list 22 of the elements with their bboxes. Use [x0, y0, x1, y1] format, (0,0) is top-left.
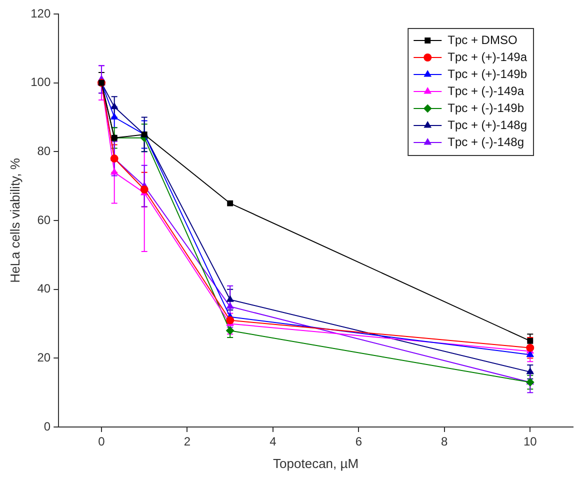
y-tick-label: 100 — [30, 75, 51, 90]
legend-label: Tpc + (-)-149a — [448, 84, 524, 98]
y-axis-title: HeLa cells viability, % — [7, 158, 22, 283]
legend-label: Tpc + DMSO — [448, 32, 518, 47]
y-tick-label: 20 — [37, 350, 51, 364]
y-tick-label: 60 — [37, 212, 51, 227]
legend-label: Tpc + (-)-149b — [448, 100, 524, 115]
legend-label: Tpc + (+)-149b — [448, 66, 528, 81]
y-tick-label: 80 — [37, 144, 51, 158]
x-tick-label: 8 — [441, 434, 448, 449]
y-tick-label: 0 — [44, 419, 51, 434]
x-tick-label: 4 — [270, 434, 277, 449]
x-tick-label: 0 — [98, 434, 106, 449]
x-axis-title: Topotecan, µM — [273, 456, 359, 471]
legend-label: Tpc + (-)-148g — [448, 134, 524, 149]
x-tick-label: 10 — [523, 434, 538, 449]
legend-label: Tpc + (+)-149a — [448, 50, 528, 64]
legend-label: Tpc + (+)-148g — [448, 118, 528, 132]
y-tick-label: 40 — [37, 282, 51, 296]
x-tick-label: 2 — [184, 434, 191, 449]
x-tick-label: 6 — [355, 434, 362, 449]
y-tick-label: 120 — [30, 6, 51, 20]
